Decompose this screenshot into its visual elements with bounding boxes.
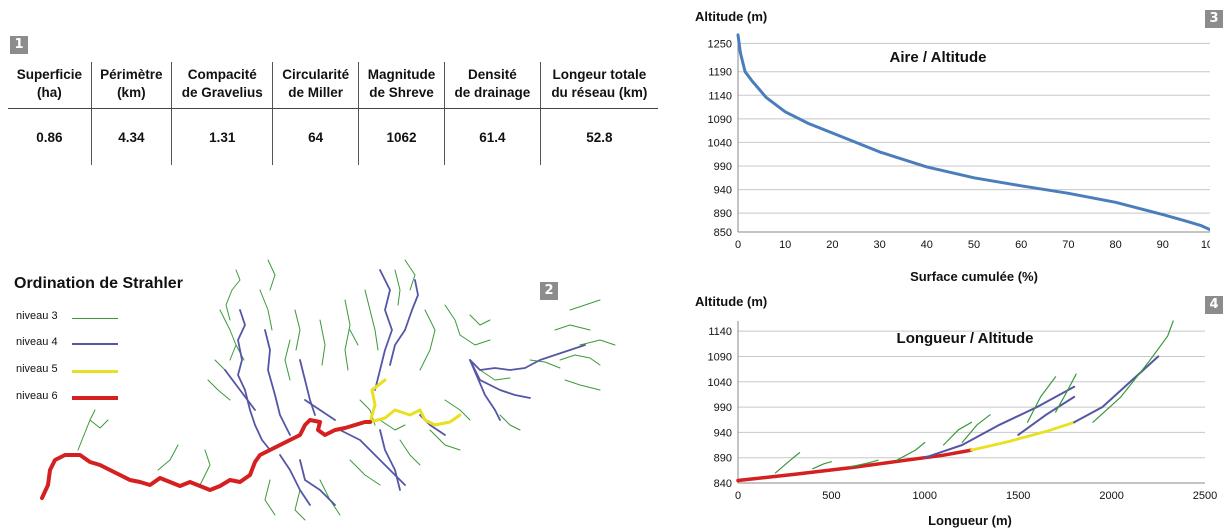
chart4-ytick-label: 840 [714, 478, 732, 490]
chart4-xlabel: Longueur (m) [928, 513, 1012, 528]
stream-level-6 [40, 418, 372, 500]
chart4-xtick-label: 2500 [1193, 490, 1217, 502]
value-compacite: 1.31 [170, 108, 273, 165]
chart4-xtick-label: 500 [822, 490, 840, 502]
chart4-series-line-2 [1073, 355, 1160, 424]
chart3-ytick-label: 850 [714, 227, 732, 239]
header-superficie: Superficie (ha) [8, 62, 92, 109]
chart4-series-line-7 [1026, 376, 1057, 423]
length-altitude-chart: Altitude (m) Longueur / Altitude Longueu… [695, 294, 1217, 528]
panel-number-1: 1 [10, 36, 28, 54]
table-header-row: Superficie (ha) Périmètre (km) Compacité de… [8, 62, 658, 109]
chart4-series-line-12 [774, 452, 801, 474]
chart3-ylabel: Altitude (m) [695, 9, 767, 24]
legend-swatch-level-5 [72, 370, 118, 373]
chart4-series-line-3 [923, 385, 1076, 459]
header-perimetre: Périmètre (km) [90, 62, 172, 109]
legend-label-level-6: niveau 6 [16, 390, 58, 402]
chart4-series-line-5 [1092, 320, 1174, 423]
legend-label-level-4: niveau 4 [16, 336, 58, 348]
chart4-ylabel: Altitude (m) [695, 294, 767, 309]
header-circularite: Circularité de Miller [272, 62, 359, 109]
chart3-ytick-label: 1140 [708, 90, 732, 102]
basin-stats-table: Superficie (ha) Périmètre (km) Compacité de… [8, 62, 658, 165]
chart4-xtick-label: 0 [735, 490, 741, 502]
legend-swatch-level-4 [72, 343, 118, 345]
chart4-series-line-1 [970, 420, 1076, 452]
chart4-series-line-11 [849, 459, 879, 468]
header-magnitude: Magnitude de Shreve [357, 62, 445, 109]
area-altitude-chart: Altitude (m) Aire / Altitude Surface cum… [695, 9, 1210, 284]
header-longueur: Longeur totale du réseau (km) [539, 62, 658, 109]
stream-level-3 [77, 259, 616, 521]
chart4-series-line-0 [736, 448, 974, 483]
header-densite: Densité de drainage [444, 62, 541, 109]
value-superficie: 0.86 [36, 129, 63, 145]
panel-number-2: 2 [540, 282, 558, 300]
chart3-xtick-label: 60 [1015, 239, 1027, 251]
chart3-ytick-label: 1040 [708, 137, 732, 149]
chart4-series-line-6 [1055, 373, 1077, 413]
stream-level-5 [368, 378, 462, 427]
chart3-title: Aire / Altitude [890, 49, 987, 66]
table-row: 0.86 4.34 1.31 64 1062 61.4 52.8 [8, 108, 658, 165]
chart3-xtick-label: 70 [1062, 239, 1074, 251]
legend-label-level-5: niveau 5 [16, 363, 58, 375]
stream-level-4 [224, 269, 586, 506]
value-magnitude: 1062 [357, 108, 445, 165]
chart3-xtick-label: 20 [826, 239, 838, 251]
legend-swatch-level-3 [72, 318, 118, 319]
chart3-ytick-label: 990 [714, 161, 732, 173]
chart4-xtick-label: 2000 [1099, 490, 1123, 502]
chart4-ytick-label: 1040 [708, 377, 732, 389]
stream-network-map [40, 259, 616, 521]
chart3-xtick-label: 0 [735, 239, 741, 251]
chart3-ytick-label: 1090 [708, 114, 732, 126]
chart3-xtick-label: 90 [1157, 239, 1169, 251]
chart3-xtick-label: 30 [873, 239, 885, 251]
chart3-series-line-0 [736, 33, 1210, 232]
legend-swatch-level-6 [72, 396, 118, 400]
chart3-ytick-label: 1190 [708, 67, 732, 79]
chart4-series-line-8 [961, 414, 991, 444]
chart3-ytick-label: 890 [714, 208, 732, 220]
chart4-xtick-label: 1000 [913, 490, 937, 502]
value-longueur: 52.8 [539, 108, 658, 165]
chart3-xtick-label: 80 [1109, 239, 1121, 251]
chart3-xtick-label: 10 [779, 239, 791, 251]
chart4-series-line-9 [942, 421, 973, 446]
value-circularite: 64 [272, 108, 359, 165]
header-compacite: Compacité de Gravelius [170, 62, 273, 109]
chart4-xtick-label: 1500 [1006, 490, 1030, 502]
panel-number-3: 3 [1205, 10, 1223, 28]
chart4-ytick-label: 940 [714, 427, 732, 439]
chart3-xtick-label: 40 [921, 239, 933, 251]
chart3-xtick-label: 50 [968, 239, 980, 251]
chart3-xlabel: Surface cumulée (%) [910, 269, 1038, 284]
chart3-xtick-label: 100 [1201, 239, 1210, 251]
chart4-ytick-label: 1090 [708, 351, 732, 363]
chart4-series-line-10 [896, 441, 926, 461]
chart4-ytick-label: 990 [714, 402, 732, 414]
chart3-ytick-label: 940 [714, 185, 732, 197]
value-densite: 61.4 [444, 108, 541, 165]
chart3-ytick-label: 1250 [708, 38, 732, 50]
panel-number-4: 4 [1205, 296, 1223, 314]
chart4-ytick-label: 890 [714, 453, 732, 465]
value-perimetre: 4.34 [90, 108, 172, 165]
chart4-ytick-label: 1140 [708, 326, 732, 338]
legend-label-level-3: niveau 3 [16, 310, 58, 322]
chart4-series-line-13 [812, 461, 832, 470]
chart4-series-line-4 [1017, 395, 1076, 436]
strahler-title: Ordination de Strahler [14, 275, 183, 292]
chart4-title: Longueur / Altitude [897, 330, 1034, 347]
